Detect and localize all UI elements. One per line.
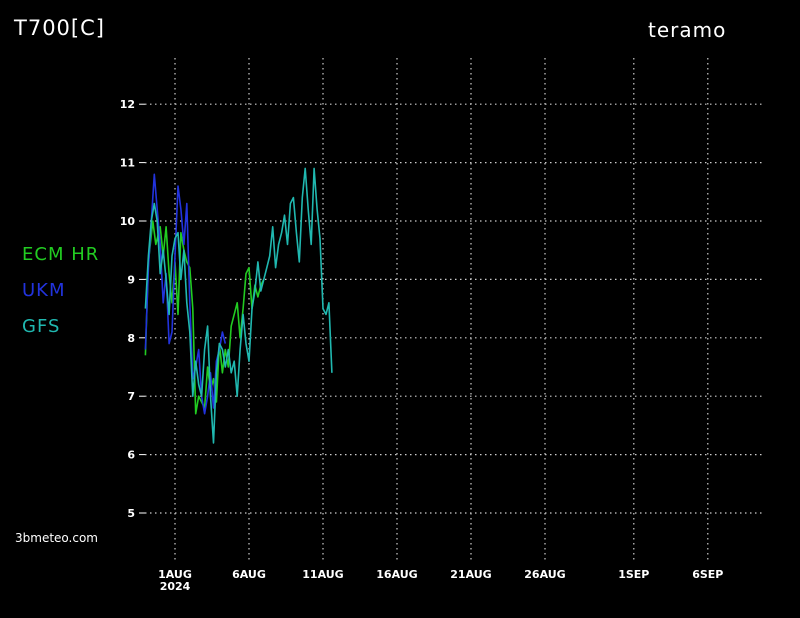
x-tick-label: 11AUG [302, 568, 343, 581]
grid [145, 58, 765, 560]
y-axis: 5 6 7 8 9 10 11 12 [120, 98, 145, 520]
y-tick-label: 11 [120, 157, 135, 170]
legend-gfs: GFS [22, 316, 61, 337]
y-tick-label: 6 [127, 449, 135, 462]
x-tick-label: 26AUG [524, 568, 565, 581]
y-tick-label: 10 [120, 215, 136, 228]
series-layer [144, 167, 333, 444]
y-tick-label: 5 [127, 507, 135, 520]
chart-title: T700[C] [14, 16, 105, 40]
legend-ecm-hr: ECM HR [22, 244, 100, 265]
x-tick-label: 1AUG [158, 568, 192, 581]
series-line-ukm [144, 173, 227, 415]
x-tick-label: 6SEP [692, 568, 723, 581]
y-tick-label: 8 [127, 332, 135, 345]
x-tick-sublabel: 2024 [160, 580, 191, 593]
y-tick-label: 9 [127, 273, 135, 286]
x-tick-label: 21AUG [450, 568, 491, 581]
location-name: teramo [648, 18, 727, 42]
y-tick-label: 7 [127, 390, 135, 403]
series-line-ecm-hr [144, 220, 265, 415]
x-tick-label: 16AUG [376, 568, 417, 581]
series-line-gfs [144, 167, 333, 444]
brand-logo-text: 3bmeteo.com [15, 531, 98, 545]
legend-ukm: UKM [22, 280, 66, 301]
y-tick-label: 12 [120, 98, 135, 111]
x-tick-label: 1SEP [618, 568, 649, 581]
x-tick-label: 6AUG [232, 568, 266, 581]
